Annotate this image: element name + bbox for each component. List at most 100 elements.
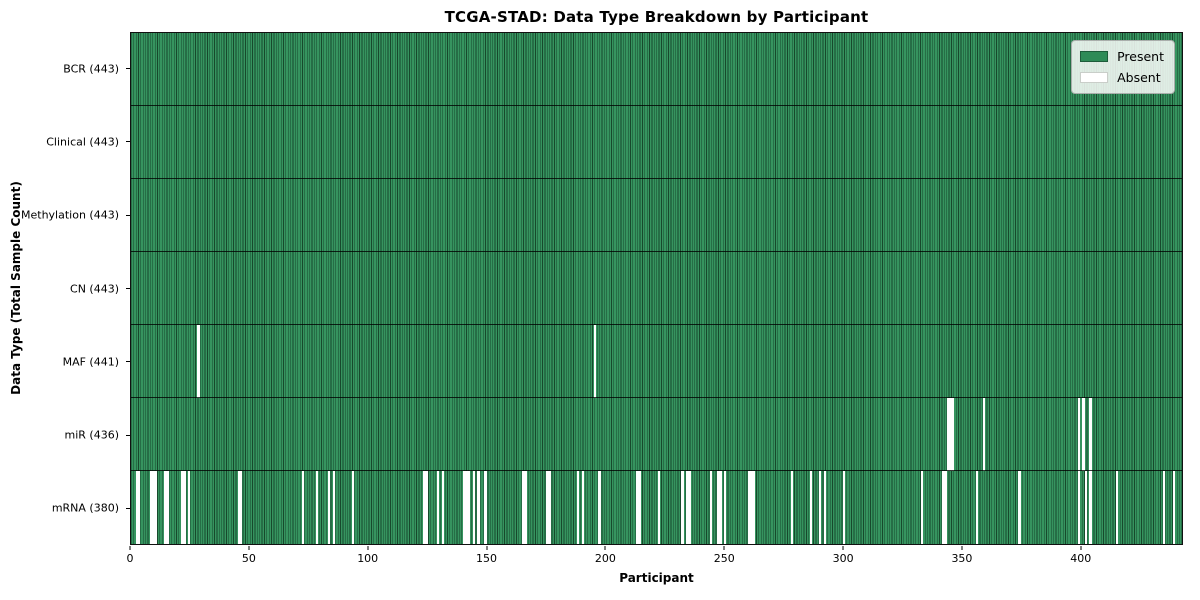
row-separator: [131, 470, 1182, 471]
absent-stripe: [752, 471, 755, 544]
heatmap-row-bcr: [131, 33, 1182, 106]
absent-stripe: [1172, 471, 1175, 544]
absent-stripe: [598, 471, 601, 544]
y-tick-mark: [126, 214, 130, 216]
absent-stripe: [548, 471, 551, 544]
x-tick-mark: [1080, 546, 1082, 550]
absent-stripe: [441, 471, 445, 544]
absent-stripe: [1084, 471, 1088, 544]
absent-stripe: [842, 471, 846, 544]
y-tick-mark: [126, 68, 130, 70]
absent-stripe: [467, 471, 471, 544]
row-separator: [131, 105, 1182, 106]
row-separator: [131, 251, 1182, 252]
y-axis-label: Data Type (Total Sample Count): [9, 181, 23, 395]
absent-stripe: [422, 471, 426, 544]
absent-stripe: [425, 471, 428, 544]
absent-stripe: [1018, 471, 1021, 544]
absent-stripe: [942, 471, 945, 544]
y-tick-mark: [126, 361, 130, 363]
y-tick-label: BCR (443): [63, 62, 119, 76]
absent-stripe: [1082, 398, 1085, 471]
x-tick-label: 300: [832, 552, 854, 565]
absent-stripe: [522, 471, 525, 544]
x-tick-mark: [129, 546, 131, 550]
absent-stripe: [688, 471, 691, 544]
x-axis: 0 50 100 150 200 250 300 350 400: [126, 545, 1183, 575]
absent-stripe: [975, 471, 978, 544]
heatmap-row-mrna: [131, 471, 1182, 544]
absent-stripe: [719, 471, 722, 544]
x-tick-mark: [604, 546, 606, 550]
absent-stripe: [154, 471, 158, 544]
x-tick-label: 350: [951, 552, 973, 565]
absent-stripe: [823, 471, 827, 544]
heatmap-row-cn: [131, 252, 1182, 325]
x-tick-mark: [486, 546, 488, 550]
present-swatch-icon: [1080, 51, 1109, 62]
absent-stripe: [577, 471, 580, 544]
absent-stripe: [681, 471, 684, 544]
absent-stripe: [524, 471, 528, 544]
absent-stripe: [944, 471, 948, 544]
heatmap-row-maf: [131, 325, 1182, 398]
absent-stripe: [819, 471, 822, 544]
absent-stripe: [187, 471, 191, 544]
legend-absent-label: Absent: [1117, 70, 1161, 85]
absent-stripe: [477, 471, 480, 544]
x-axis-label: Participant: [619, 571, 694, 585]
x-tick-label: 150: [476, 552, 498, 565]
absent-stripe: [138, 471, 141, 544]
absent-stripe: [638, 471, 642, 544]
y-tick-mark: [126, 141, 130, 143]
absent-swatch-icon: [1080, 72, 1109, 83]
heatmap-row-methylation: [131, 179, 1182, 252]
row-separator: [131, 397, 1182, 398]
absent-stripe: [709, 471, 713, 544]
y-tick-label: CN (443): [70, 282, 119, 295]
absent-stripe: [152, 471, 155, 544]
absent-stripe: [166, 471, 169, 544]
x-tick-mark: [248, 546, 250, 550]
x-tick-mark: [842, 546, 844, 550]
y-axis: BCR (443) Clinical (443) Methylation (443)…: [0, 32, 130, 545]
absent-stripe: [332, 471, 336, 544]
y-tick-mark: [126, 507, 130, 509]
absent-stripe: [135, 471, 139, 544]
x-tick-label: 200: [594, 552, 616, 565]
y-tick-label: Clinical (443): [46, 135, 119, 149]
absent-stripe: [327, 471, 331, 544]
absent-stripe: [636, 471, 639, 544]
absent-stripe: [240, 471, 243, 544]
x-tick-mark: [961, 546, 963, 550]
absent-stripe: [1089, 471, 1092, 544]
legend-item-present: Present: [1080, 46, 1164, 67]
absent-stripe: [180, 471, 184, 544]
chart-title: TCGA-STAD: Data Type Breakdown by Partic…: [444, 8, 869, 26]
legend-item-absent: Absent: [1080, 67, 1164, 88]
absent-stripe: [951, 398, 955, 471]
absent-stripe: [465, 471, 468, 544]
x-tick-label: 100: [357, 552, 379, 565]
absent-stripe: [1077, 398, 1080, 471]
absent-stripe: [747, 471, 751, 544]
y-tick-label: Methylation (443): [21, 208, 119, 222]
absent-stripe: [351, 471, 354, 544]
x-tick-label: 0: [126, 552, 134, 565]
absent-stripe: [716, 471, 720, 544]
y-tick-label: mRNA (380): [51, 501, 119, 515]
absent-stripe: [686, 471, 689, 544]
y-tick-mark: [126, 434, 130, 436]
absent-stripe: [724, 471, 727, 544]
legend: Present Absent: [1071, 40, 1175, 94]
absent-stripe: [1077, 471, 1080, 544]
absent-stripe: [316, 471, 319, 544]
absent-stripe: [949, 398, 952, 471]
absent-stripe: [183, 471, 186, 544]
y-tick-mark: [126, 288, 130, 289]
y-tick-label: miR (436): [64, 428, 120, 442]
plot-area: [130, 32, 1183, 545]
absent-stripe: [947, 398, 950, 471]
x-tick-mark: [367, 546, 369, 550]
